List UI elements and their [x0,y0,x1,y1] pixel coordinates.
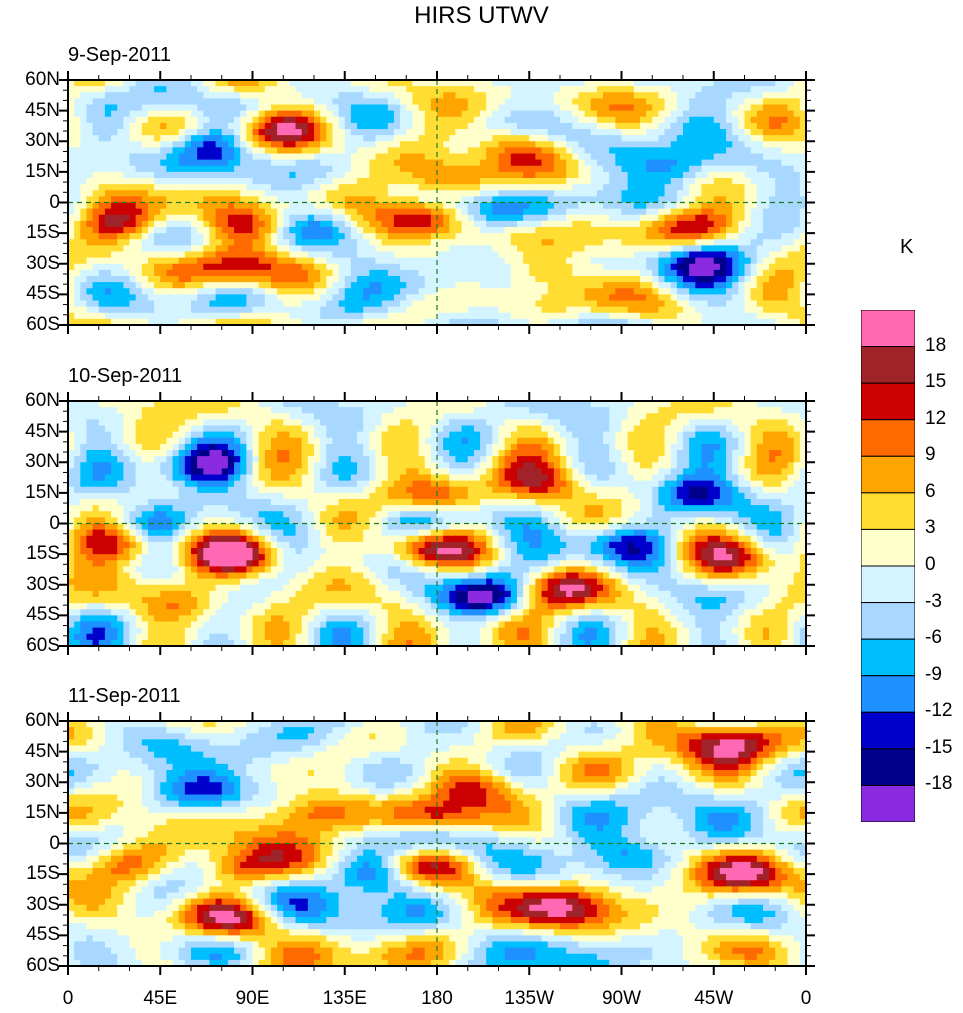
field-cells [68,401,807,647]
colorbar-swatch [861,638,915,677]
x-tick-label: 135W [504,988,555,1009]
colorbar-tick-label: 12 [925,407,947,429]
y-tick-label: 60S [26,314,60,335]
colorbar-tick-label: 18 [925,334,947,356]
y-tick-label: 45N [25,740,60,762]
y-tick-label: 15S [26,222,60,244]
colorbar-tick-label: -18 [925,773,953,795]
colorbar [861,310,915,822]
y-tick-label: 0 [49,512,60,534]
y-tick-label: 30N [25,451,60,473]
y-tick-label: 15N [25,481,60,503]
panel-title-2: 10-Sep-2011 [68,365,183,387]
field-cells [68,721,807,967]
x-tick-label: 180 [421,988,453,1009]
colorbar-swatch [861,419,915,457]
map-svg [59,392,815,655]
colorbar-swatch [861,455,915,494]
y-tick-label: 15S [26,543,60,565]
colorbar-tick-label: -6 [925,627,942,649]
y-tick-label: 15N [25,160,60,182]
colorbar-swatch [861,711,915,750]
x-tick-label: 0 [62,988,74,1009]
colorbar-tick-label: 0 [925,554,936,575]
y-tick-label: 30N [25,130,60,152]
x-tick-label: 90E [235,988,270,1009]
colorbar-tick-label: -3 [925,590,942,612]
y-tick-label: 15N [25,801,60,823]
panel-title-1: 9-Sep-2011 [68,44,172,66]
x-tick-label: 90W [601,988,642,1009]
panel-title-3: 11-Sep-2011 [68,685,181,707]
y-tick-label: 45S [26,604,60,626]
y-tick-label: 45N [25,420,60,442]
colorbar-swatch [861,492,915,530]
colorbar-swatch [861,748,915,786]
colorbar-tick-label: 6 [925,480,936,502]
colorbar-tick-label: 15 [925,371,947,393]
y-tick-label: 30S [26,893,60,915]
x-tick-label: 45E [143,988,178,1009]
y-tick-label: 45N [25,99,60,121]
x-tick-label: 0 [800,988,812,1009]
x-tick-label: 45W [694,988,734,1009]
colorbar-swatch [861,565,915,604]
y-tick-label: 45S [26,924,60,946]
colorbar-swatch [861,528,915,567]
colorbar-tick-label: -9 [925,663,942,685]
field-cells [68,80,807,326]
map-svg [59,712,815,975]
y-tick-label: 15S [26,863,60,885]
colorbar-tick-label: -12 [925,700,953,722]
map-panel-9-sep [59,71,815,334]
colorbar-swatch [861,346,915,384]
y-tick-label: 60N [25,710,60,731]
map-svg [59,71,815,334]
y-tick-label: 30S [26,573,60,595]
y-tick-label: 45S [26,283,60,305]
figure-title: HIRS UTWV [414,2,549,29]
colorbar-tick-label: 3 [925,517,936,539]
map-panel-11-sep [59,712,815,975]
y-tick-label: 60S [26,635,60,656]
y-tick-label: 0 [49,191,60,213]
y-tick-label: 30S [26,252,60,274]
colorbar-unit: K [900,236,914,258]
x-tick-label: 135E [322,988,367,1009]
map-panel-10-sep [59,392,815,655]
y-tick-label: 30N [25,771,60,793]
colorbar-swatch [861,784,915,822]
y-tick-label: 60N [25,69,60,90]
colorbar-swatch [861,602,915,640]
y-tick-label: 60N [25,390,60,411]
colorbar-tick-label: -15 [925,736,953,758]
colorbar-tick-label: 9 [925,444,936,466]
colorbar-swatch [861,382,915,421]
y-tick-label: 60S [26,955,60,976]
colorbar-swatch [861,675,915,713]
y-tick-label: 0 [49,832,60,854]
colorbar-swatch [861,310,915,348]
